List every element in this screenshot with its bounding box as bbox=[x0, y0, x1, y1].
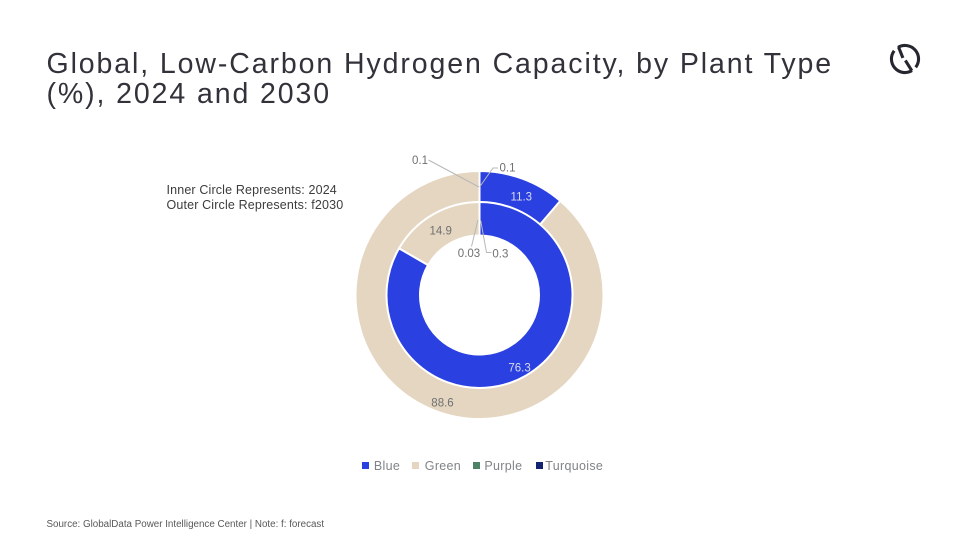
svg-text:88.6: 88.6 bbox=[431, 398, 453, 410]
svg-text:0.03: 0.03 bbox=[458, 248, 480, 260]
svg-text:76.3: 76.3 bbox=[508, 363, 530, 375]
svg-text:0.1: 0.1 bbox=[500, 163, 516, 175]
svg-text:0.3: 0.3 bbox=[492, 249, 508, 261]
svg-text:14.9: 14.9 bbox=[430, 226, 452, 238]
svg-text:0.1: 0.1 bbox=[412, 155, 428, 167]
svg-text:11.3: 11.3 bbox=[511, 191, 533, 203]
